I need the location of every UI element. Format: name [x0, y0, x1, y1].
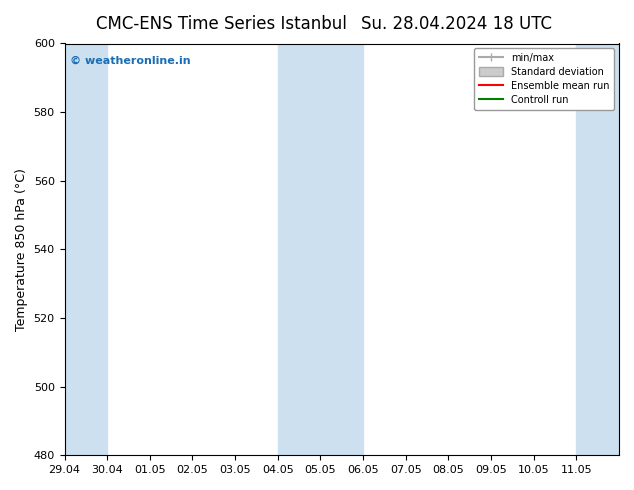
Bar [576, 44, 619, 455]
Y-axis label: Temperature 850 hPa (°C): Temperature 850 hPa (°C) [15, 168, 28, 331]
Text: © weatheronline.in: © weatheronline.in [70, 56, 191, 66]
Bar [278, 44, 363, 455]
Text: Su. 28.04.2024 18 UTC: Su. 28.04.2024 18 UTC [361, 15, 552, 33]
Legend: min/max, Standard deviation, Ensemble mean run, Controll run: min/max, Standard deviation, Ensemble me… [474, 49, 614, 110]
Text: CMC-ENS Time Series Istanbul: CMC-ENS Time Series Istanbul [96, 15, 347, 33]
Bar [65, 44, 107, 455]
